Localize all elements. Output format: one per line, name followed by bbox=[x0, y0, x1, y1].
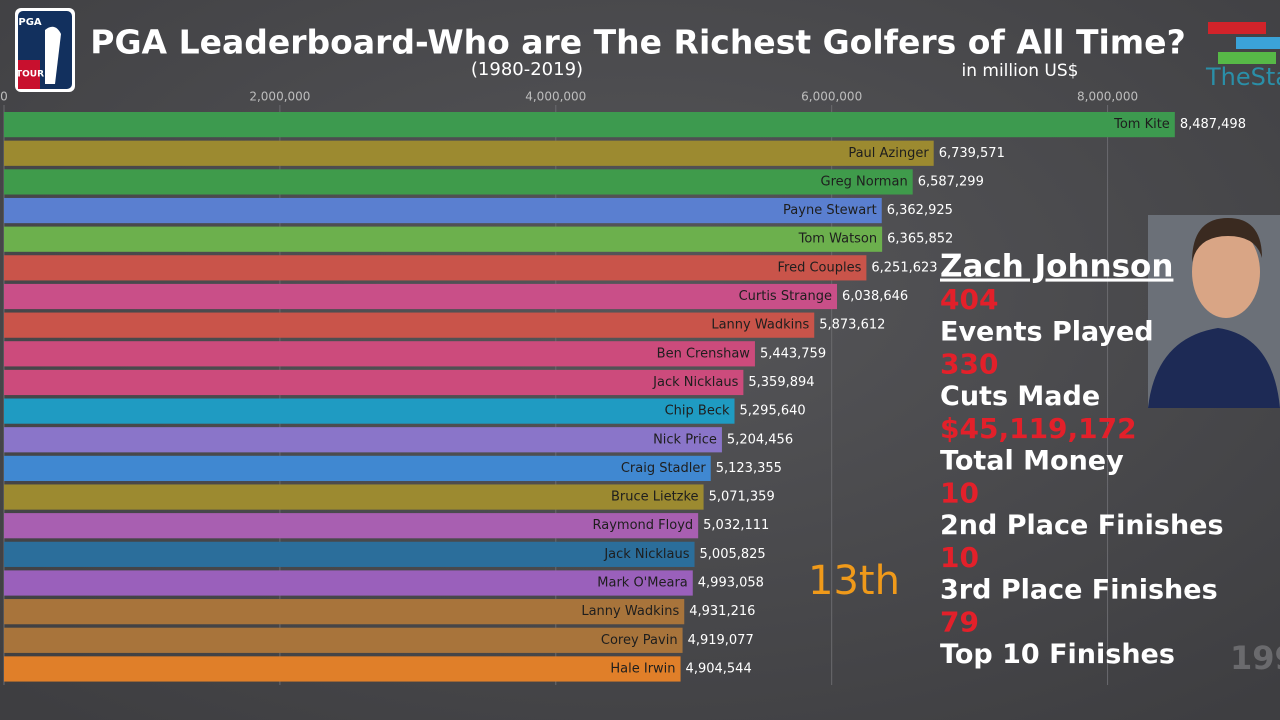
stat-label: Top 10 Finishes bbox=[940, 639, 1175, 670]
stat-value: 79 bbox=[940, 606, 979, 639]
value-label: 6,251,623 bbox=[871, 260, 937, 275]
stat-value: 404 bbox=[940, 283, 998, 316]
stat-label: Total Money bbox=[940, 446, 1124, 477]
bar bbox=[4, 455, 711, 482]
value-label: 5,032,111 bbox=[703, 518, 769, 533]
bar-name: Fred Couples bbox=[777, 260, 861, 275]
stat-value: $45,119,172 bbox=[940, 412, 1137, 445]
x-tick-label: 0 bbox=[0, 90, 8, 104]
brand-text: TheSta bbox=[1205, 63, 1280, 91]
stat-value: 10 bbox=[940, 541, 979, 574]
value-label: 5,123,355 bbox=[716, 461, 782, 476]
value-label: 5,359,894 bbox=[748, 375, 814, 390]
pga-logo: PGA TOUR bbox=[15, 8, 75, 92]
chart-title: PGA Leaderboard-Who are The Richest Golf… bbox=[90, 23, 1185, 62]
value-label: 5,873,612 bbox=[819, 318, 885, 333]
bar-name: Paul Azinger bbox=[848, 146, 929, 161]
value-label: 6,587,299 bbox=[918, 174, 984, 189]
bar bbox=[4, 570, 693, 596]
x-tick-label: 8,000,000 bbox=[1077, 90, 1138, 104]
stat-label: Events Played bbox=[940, 317, 1154, 348]
bar-name: Bruce Lietzke bbox=[611, 490, 699, 505]
bar-name: Jack Nicklaus bbox=[603, 547, 689, 562]
bar bbox=[4, 255, 867, 281]
value-label: 5,443,759 bbox=[760, 346, 826, 361]
bar-name: Tom Watson bbox=[798, 232, 878, 247]
value-label: 6,038,646 bbox=[842, 289, 908, 304]
bar-name: Ben Crenshaw bbox=[657, 346, 751, 361]
bar bbox=[4, 226, 883, 252]
stat-label: 3rd Place Finishes bbox=[940, 575, 1218, 606]
value-label: 8,487,498 bbox=[1180, 117, 1246, 132]
bar bbox=[4, 140, 934, 166]
value-label: 4,993,058 bbox=[698, 576, 764, 591]
bar bbox=[4, 169, 913, 195]
logo-text: PGA bbox=[18, 17, 42, 28]
bar bbox=[4, 112, 1175, 138]
bar-name: Lanny Wadkins bbox=[711, 318, 809, 333]
logo-text: TOUR bbox=[16, 70, 44, 80]
rank-label: 13th bbox=[808, 558, 900, 604]
stat-value: 10 bbox=[940, 477, 979, 510]
stat-value: 330 bbox=[940, 348, 998, 381]
bar-name: Raymond Floyd bbox=[593, 518, 694, 533]
bar bbox=[4, 541, 695, 567]
value-label: 5,005,825 bbox=[700, 547, 766, 562]
bar bbox=[4, 513, 699, 539]
bar-name: Corey Pavin bbox=[601, 633, 678, 648]
stat-label: Cuts Made bbox=[940, 381, 1100, 412]
bar bbox=[4, 341, 755, 367]
x-tick-label: 6,000,000 bbox=[801, 90, 862, 104]
bar bbox=[4, 656, 681, 682]
year-label: 199 bbox=[1230, 639, 1280, 677]
bar bbox=[4, 197, 882, 224]
value-label: 5,295,640 bbox=[740, 404, 806, 419]
bar-name: Lanny Wadkins bbox=[581, 604, 679, 619]
chart-subtitle: (1980-2019) bbox=[471, 59, 583, 80]
bar bbox=[4, 427, 722, 453]
value-label: 5,204,456 bbox=[727, 432, 793, 447]
bar bbox=[4, 369, 744, 396]
bar bbox=[4, 398, 735, 424]
unit-note: in million US$ bbox=[962, 61, 1079, 81]
bar-name: Mark O'Meara bbox=[597, 576, 688, 591]
bar-name: Tom Kite bbox=[1113, 117, 1170, 132]
bar-name: Payne Stewart bbox=[783, 203, 877, 218]
bar-name: Craig Stadler bbox=[621, 461, 707, 476]
player-name: Zach Johnson bbox=[940, 249, 1173, 285]
value-label: 4,931,216 bbox=[689, 604, 755, 619]
bar bbox=[4, 312, 815, 338]
value-label: 4,919,077 bbox=[688, 633, 754, 648]
value-label: 6,739,571 bbox=[939, 146, 1005, 161]
bar-name: Curtis Strange bbox=[739, 289, 832, 304]
bar bbox=[4, 484, 704, 510]
x-tick-label: 4,000,000 bbox=[525, 90, 586, 104]
value-label: 6,365,852 bbox=[887, 232, 953, 247]
stat-label: 2nd Place Finishes bbox=[940, 510, 1224, 541]
value-label: 5,071,359 bbox=[709, 490, 775, 505]
bar-name: Chip Beck bbox=[665, 404, 730, 419]
bar-name: Jack Nicklaus bbox=[652, 375, 738, 390]
bar-name: Greg Norman bbox=[821, 174, 908, 189]
x-tick-label: 2,000,000 bbox=[249, 90, 310, 104]
player-photo bbox=[1148, 215, 1280, 408]
bar-name: Nick Price bbox=[653, 432, 717, 447]
bar-name: Hale Irwin bbox=[610, 661, 675, 676]
value-label: 4,904,544 bbox=[686, 661, 752, 676]
bar bbox=[4, 599, 685, 625]
value-label: 6,362,925 bbox=[887, 203, 953, 218]
brand-logo: TheSta bbox=[1205, 22, 1280, 91]
bar bbox=[4, 627, 683, 653]
bar bbox=[4, 283, 838, 310]
